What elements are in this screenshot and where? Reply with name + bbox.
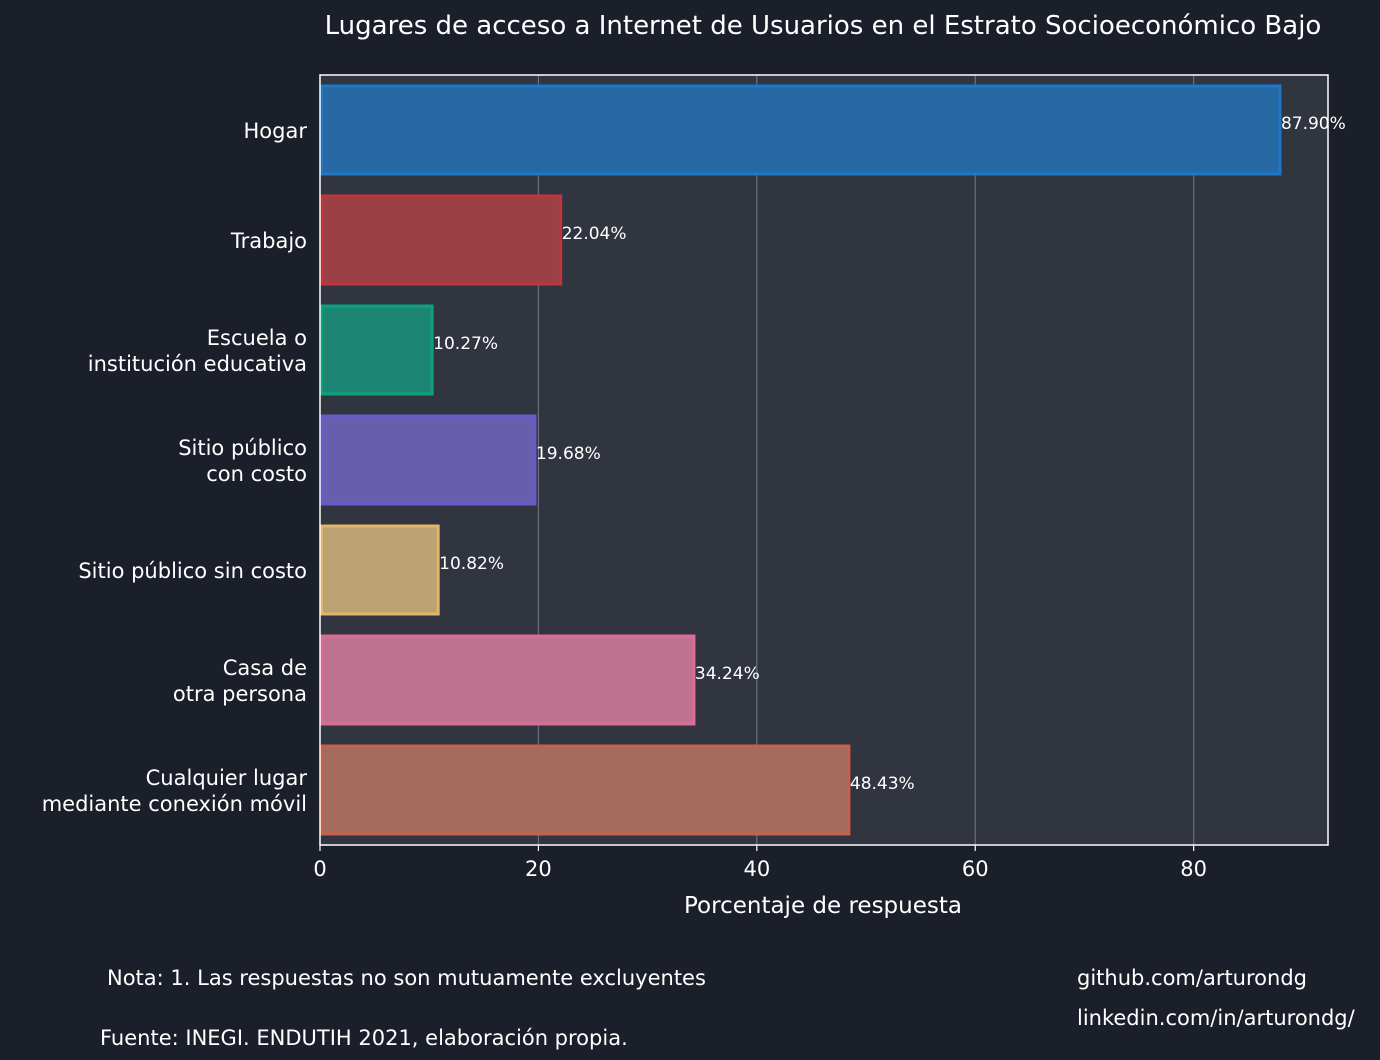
category-label: Hogar [244, 119, 308, 143]
category-label: Casa de [223, 656, 307, 680]
category-label: mediante conexión móvil [42, 792, 307, 816]
bar [320, 414, 537, 506]
category-label: otra persona [173, 682, 307, 706]
x-tick-label: 20 [525, 857, 552, 881]
x-axis-label: Porcentaje de respuesta [684, 893, 962, 919]
x-tick-label: 0 [313, 857, 326, 881]
category-label: con costo [206, 462, 307, 486]
linkedin-link[interactable]: linkedin.com/in/arturondg/ [1077, 1006, 1356, 1030]
source-text: Fuente: INEGI. ENDUTIH 2021, elaboración… [100, 1026, 628, 1050]
x-axis-ticks: 0 20 40 60 80 [313, 845, 1207, 881]
value-label: 48.43% [850, 774, 915, 794]
bars [320, 84, 1282, 836]
plot-frame [319, 74, 1329, 846]
value-label: 34.24% [695, 664, 760, 684]
category-label: Sitio público sin costo [78, 559, 307, 583]
category-label: Trabajo [230, 229, 307, 253]
github-link[interactable]: github.com/arturondg [1077, 966, 1307, 990]
category-label: Sitio público [178, 436, 307, 460]
note-text: Nota: 1. Las respuestas no son mutuament… [107, 966, 706, 990]
bar [320, 84, 1282, 176]
x-tick-label: 40 [743, 857, 770, 881]
bar [320, 524, 440, 616]
x-tick-label: 80 [1180, 857, 1207, 881]
bar [320, 194, 563, 286]
value-label: 10.82% [439, 554, 504, 574]
bar [320, 304, 434, 396]
bar [320, 634, 696, 726]
value-label: 10.27% [433, 334, 498, 354]
chart-title: Lugares de acceso a Internet de Usuarios… [325, 11, 1322, 41]
x-tick-label: 60 [962, 857, 989, 881]
category-label: institución educativa [88, 352, 307, 376]
value-label: 19.68% [536, 444, 601, 464]
value-labels: 87.90% 22.04% 10.27% 19.68% 10.82% 34.24% 48.4… [433, 114, 1346, 794]
value-label: 22.04% [562, 224, 627, 244]
bar [320, 744, 851, 836]
value-label: 87.90% [1281, 114, 1346, 134]
category-label: Cualquier lugar [146, 766, 308, 790]
category-label: Escuela o [207, 326, 307, 350]
